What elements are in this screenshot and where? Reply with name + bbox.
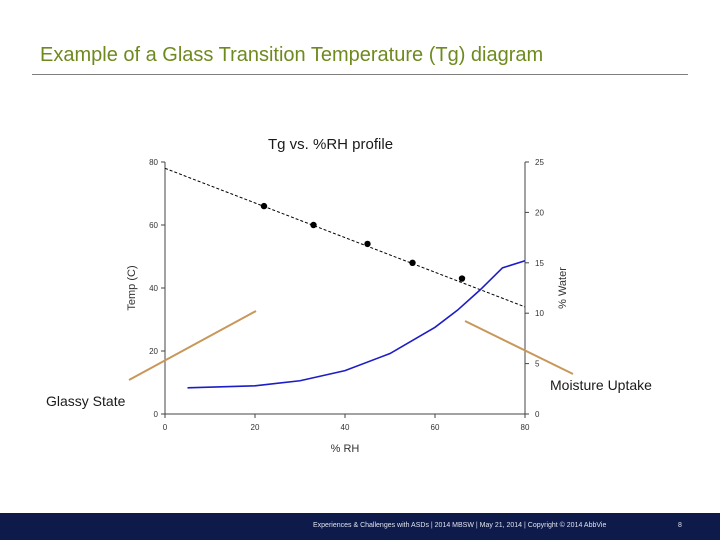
moisture-uptake-label: Moisture Uptake: [550, 377, 652, 393]
glassy-state-label: Glassy State: [46, 393, 126, 409]
title-divider: [32, 74, 688, 75]
y-right-tick-label: 0: [535, 410, 540, 419]
tg-data-point: [260, 202, 268, 210]
moisture-uptake-arrow: [464, 320, 574, 375]
glassy-state-arrow: [128, 310, 257, 381]
y-right-tick-label: 5: [535, 360, 540, 369]
tg-data-point: [310, 221, 317, 229]
tg-data-point: [458, 275, 466, 282]
page-number: 8: [678, 522, 682, 529]
y-left-tick-label: 80: [149, 158, 158, 167]
x-tick-label: 0: [163, 423, 168, 432]
y-right-tick-label: 20: [535, 208, 544, 217]
x-tick-label: 60: [431, 423, 440, 432]
tg-trend-line: [164, 167, 526, 308]
y-left-tick-label: 20: [149, 347, 158, 356]
y-axis-right-label: % Water: [557, 267, 569, 309]
water-uptake-line: [187, 260, 526, 389]
x-axis-label: % RH: [331, 443, 360, 455]
chart-title: Tg vs. %RH profile: [268, 136, 394, 153]
y-right-tick-label: 25: [535, 158, 544, 167]
y-axis-left-label: Temp (C): [126, 265, 138, 310]
slide-title: Example of a Glass Transition Temperatur…: [40, 44, 544, 66]
y-right-tick-label: 15: [535, 259, 544, 268]
x-tick-label: 80: [521, 423, 530, 432]
x-tick-label: 20: [251, 423, 260, 432]
tg-data-point: [409, 259, 416, 266]
y-left-tick-label: 40: [149, 284, 158, 293]
x-tick-label: 40: [341, 423, 350, 432]
tg-data-point: [364, 240, 371, 248]
footer-bar: Experiences & Challenges with ASDs | 201…: [0, 513, 720, 540]
y-right-tick-label: 10: [535, 309, 544, 318]
y-left-tick-label: 0: [154, 410, 159, 419]
footer-text: Experiences & Challenges with ASDs | 201…: [313, 522, 607, 529]
y-left-tick-label: 60: [149, 221, 158, 230]
